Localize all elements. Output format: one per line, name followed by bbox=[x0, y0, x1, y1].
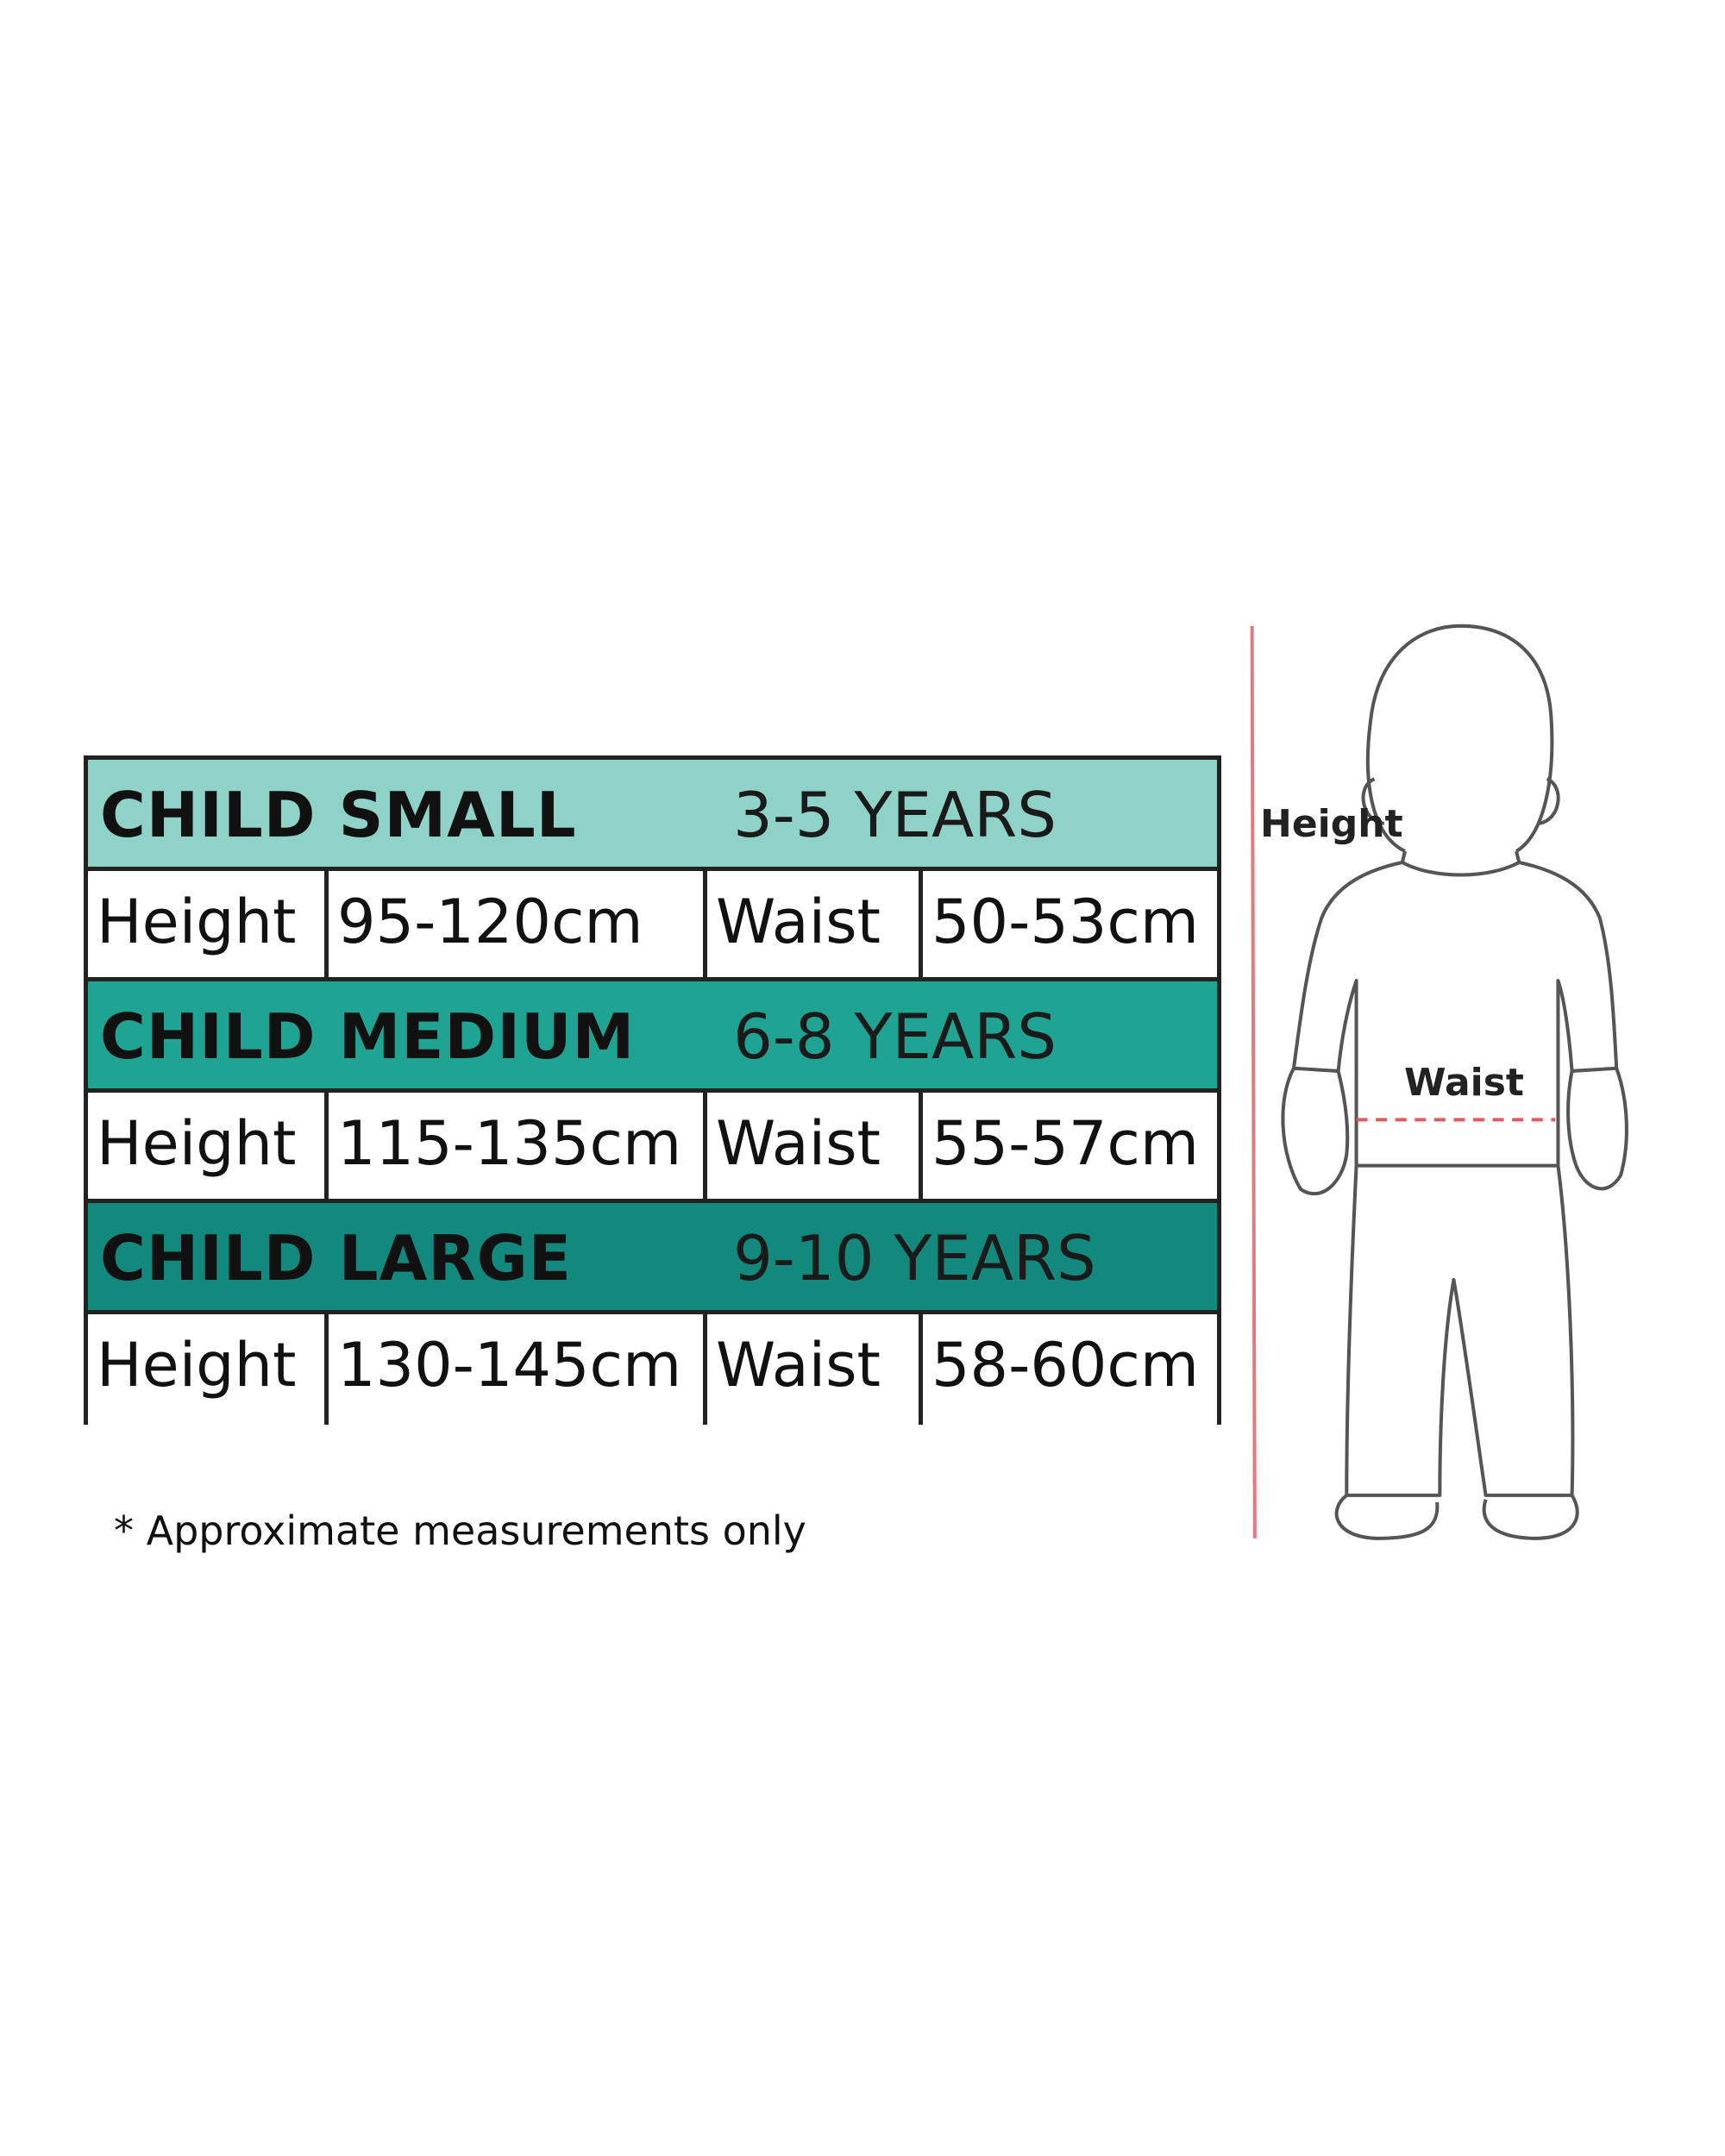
height-label: Height bbox=[88, 1314, 329, 1425]
height-measure-line bbox=[1250, 625, 1257, 1539]
size-chart-table: CHILD SMALL 3-5 YEARS Height 95-120cm Wa… bbox=[84, 755, 1221, 1425]
footnote: * Approximate measurements only bbox=[114, 1507, 806, 1554]
age-range: 9-10 YEARS bbox=[733, 1222, 1096, 1294]
height-label: Height bbox=[88, 1093, 329, 1199]
size-name: CHILD MEDIUM bbox=[100, 1000, 636, 1073]
waist-value: 50-53cm bbox=[932, 887, 1200, 957]
height-value: 115-135cm bbox=[329, 1093, 707, 1199]
measurement-row: Height 95-120cm Waist 50-53cm bbox=[88, 871, 1217, 981]
figure-waist-label: Waist bbox=[1404, 1061, 1524, 1105]
waist-label: Waist bbox=[707, 1314, 923, 1425]
size-header-medium: CHILD MEDIUM 6-8 YEARS bbox=[88, 981, 1217, 1093]
measurement-row: Height 115-135cm Waist 55-57cm bbox=[88, 1093, 1217, 1203]
age-range: 3-5 YEARS bbox=[733, 779, 1057, 851]
waist-value: 58-60cm bbox=[932, 1330, 1200, 1401]
height-label: Height bbox=[88, 871, 329, 977]
waist-label: Waist bbox=[707, 871, 923, 977]
age-range: 6-8 YEARS bbox=[733, 1000, 1057, 1073]
size-name: CHILD SMALL bbox=[100, 779, 577, 851]
measurement-row: Height 130-145cm Waist 58-60cm bbox=[88, 1314, 1217, 1425]
size-header-large: CHILD LARGE 9-10 YEARS bbox=[88, 1203, 1217, 1314]
waist-value: 55-57cm bbox=[932, 1108, 1200, 1179]
size-header-small: CHILD SMALL 3-5 YEARS bbox=[88, 760, 1217, 871]
height-value: 95-120cm bbox=[329, 871, 707, 977]
waist-label: Waist bbox=[707, 1093, 923, 1199]
child-outline bbox=[1281, 624, 1628, 1540]
size-name: CHILD LARGE bbox=[100, 1222, 572, 1294]
height-value: 130-145cm bbox=[329, 1314, 707, 1425]
figure-height-label: Height bbox=[1260, 802, 1403, 846]
